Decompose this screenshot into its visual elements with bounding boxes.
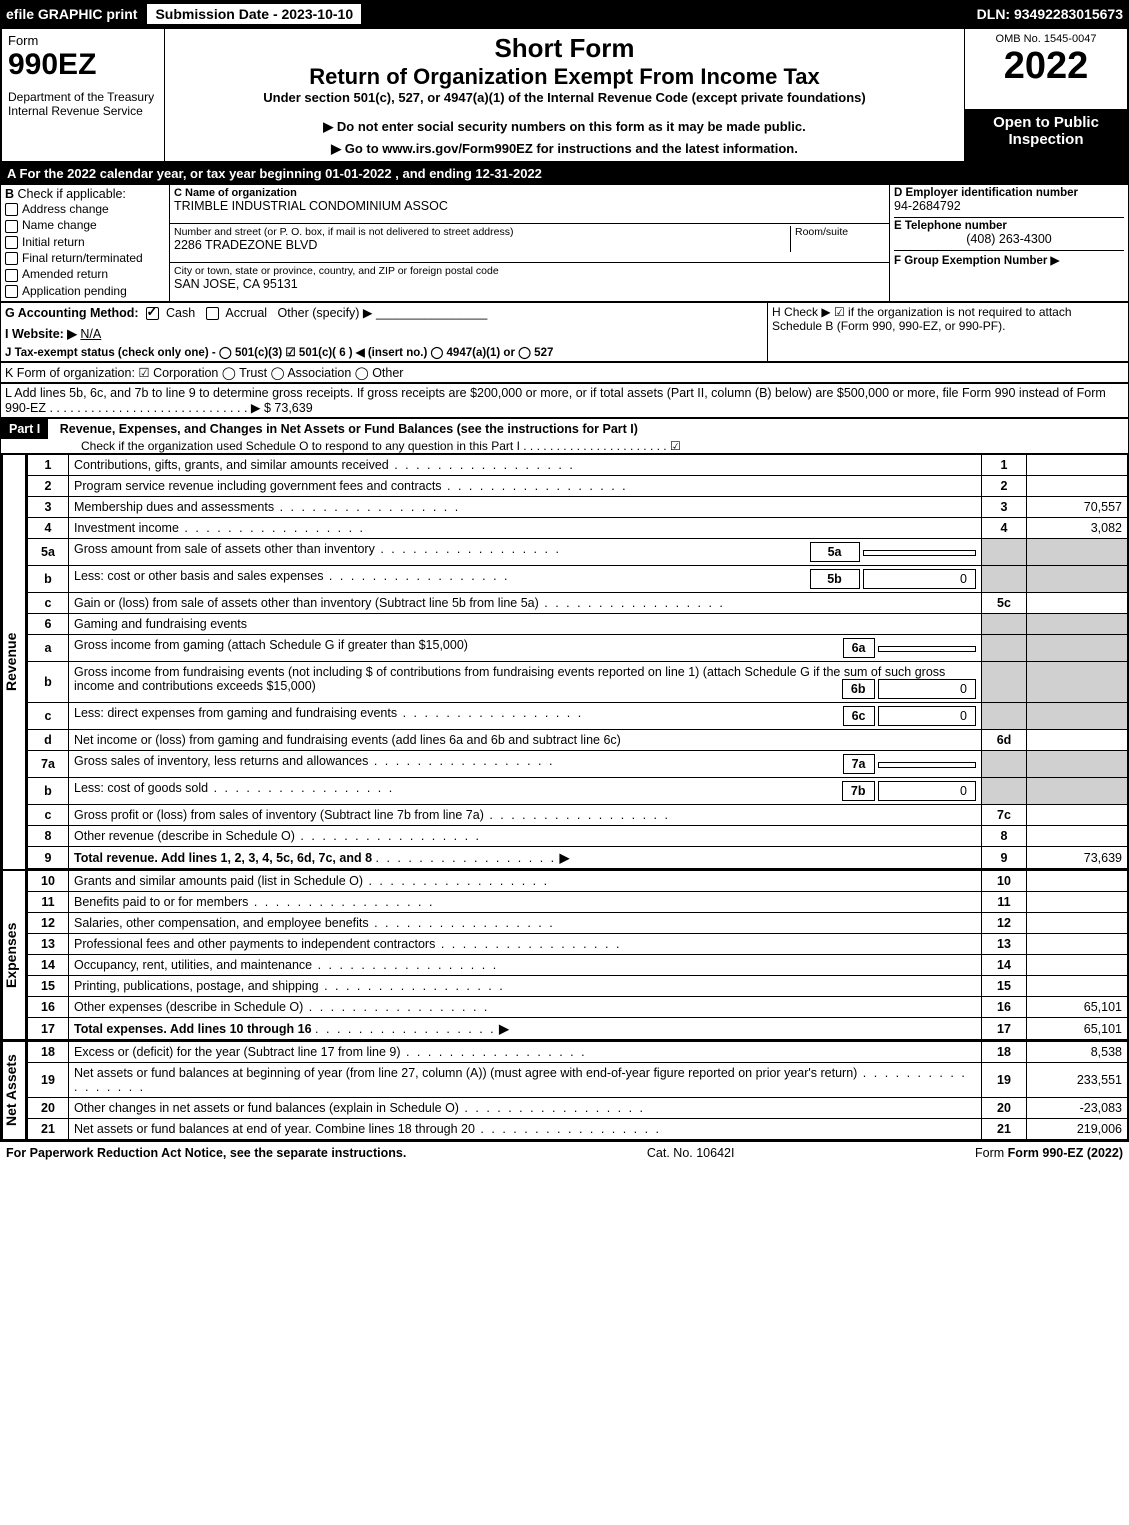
city-value: SAN JOSE, CA 95131 [174, 277, 885, 291]
line-17-value: 65,101 [1027, 1018, 1128, 1040]
form-number: 990EZ [8, 48, 158, 82]
row-a-tax-year: A For the 2022 calendar year, or tax yea… [0, 163, 1129, 184]
chk-address-change[interactable]: Address change [5, 201, 165, 217]
submission-date: Submission Date - 2023-10-10 [145, 2, 363, 26]
section-b-label: B [5, 187, 14, 201]
dept-treasury: Department of the Treasury [8, 90, 158, 104]
line-6c: Less: direct expenses from gaming and fu… [69, 703, 982, 730]
line-18: Excess or (deficit) for the year (Subtra… [69, 1042, 982, 1063]
line-1: Contributions, gifts, grants, and simila… [69, 455, 982, 476]
check-if-applicable: Check if applicable: [18, 187, 126, 201]
chk-final-return[interactable]: Final return/terminated [5, 250, 165, 266]
form-of-organization: K Form of organization: ☑ Corporation ◯ … [1, 363, 1129, 383]
tax-year: 2022 [971, 45, 1121, 88]
line-20-value: -23,083 [1027, 1098, 1128, 1119]
dln: DLN: 93492283015673 [977, 6, 1123, 22]
line-7a: Gross sales of inventory, less returns a… [69, 751, 982, 778]
part1-label: Part I [1, 419, 48, 439]
ein-label: D Employer identification number [894, 187, 1078, 199]
phone-value: (408) 263-4300 [894, 232, 1124, 246]
ssn-note: ▶ Do not enter social security numbers o… [171, 119, 958, 135]
org-name-label: C Name of organization [174, 187, 297, 199]
line-21-value: 219,006 [1027, 1119, 1128, 1140]
ein-value: 94-2684792 [894, 199, 1124, 213]
line-4-value: 3,082 [1027, 518, 1128, 539]
line-6d: Net income or (loss) from gaming and fun… [69, 730, 982, 751]
form-header: Form 990EZ Department of the Treasury In… [0, 28, 1129, 163]
chk-amended-return[interactable]: Amended return [5, 266, 165, 282]
net-assets-label: Net Assets [1, 1041, 26, 1140]
line-6a: Gross income from gaming (attach Schedul… [69, 635, 982, 662]
return-title: Return of Organization Exempt From Incom… [171, 64, 958, 90]
org-name: TRIMBLE INDUSTRIAL CONDOMINIUM ASSOC [174, 199, 885, 213]
line-16-value: 65,101 [1027, 997, 1128, 1018]
line-14: Occupancy, rent, utilities, and maintena… [69, 955, 982, 976]
footer-left: For Paperwork Reduction Act Notice, see … [6, 1146, 406, 1160]
line-18-value: 8,538 [1027, 1042, 1128, 1063]
street-label: Number and street (or P. O. box, if mail… [174, 226, 790, 238]
revenue-label: Revenue [1, 454, 26, 869]
line-13: Professional fees and other payments to … [69, 934, 982, 955]
short-form-title: Short Form [171, 33, 958, 64]
line-11: Benefits paid to or for members [69, 892, 982, 913]
line-15: Printing, publications, postage, and shi… [69, 976, 982, 997]
line-7b: Less: cost of goods sold 7b 0 [69, 778, 982, 805]
under-section: Under section 501(c), 527, or 4947(a)(1)… [171, 90, 958, 105]
website-label: I Website: ▶ [5, 327, 77, 341]
page-footer: For Paperwork Reduction Act Notice, see … [0, 1141, 1129, 1164]
line-10: Grants and similar amounts paid (list in… [69, 871, 982, 892]
expenses-label: Expenses [1, 870, 26, 1040]
footer-right: Form Form 990-EZ (2022) [975, 1146, 1123, 1160]
chk-cash[interactable] [146, 307, 159, 320]
line-3: Membership dues and assessments [69, 497, 982, 518]
line-9: Total revenue. Add lines 1, 2, 3, 4, 5c,… [69, 847, 982, 869]
group-exemption-label: F Group Exemption Number ▶ [894, 255, 1059, 267]
line-19-value: 233,551 [1027, 1063, 1128, 1098]
line-2: Program service revenue including govern… [69, 476, 982, 497]
chk-initial-return[interactable]: Initial return [5, 234, 165, 250]
chk-name-change[interactable]: Name change [5, 217, 165, 233]
row-l-gross-receipts: L Add lines 5b, 6c, and 7b to line 9 to … [1, 384, 1129, 418]
filer-info: B Check if applicable: Address change Na… [0, 184, 1129, 302]
goto-link[interactable]: ▶ Go to www.irs.gov/Form990EZ for instru… [171, 141, 958, 157]
form-label: Form [8, 33, 158, 48]
open-to-public: Open to Public Inspection [965, 109, 1129, 162]
line-4: Investment income [69, 518, 982, 539]
line-6: Gaming and fundraising events [69, 614, 982, 635]
city-label: City or town, state or province, country… [174, 265, 885, 277]
line-5b: Less: cost or other basis and sales expe… [69, 566, 982, 593]
line-12: Salaries, other compensation, and employ… [69, 913, 982, 934]
line-20: Other changes in net assets or fund bala… [69, 1098, 982, 1119]
line-16: Other expenses (describe in Schedule O) [69, 997, 982, 1018]
part1-title: Revenue, Expenses, and Changes in Net As… [60, 422, 638, 436]
room-suite-label: Room/suite [790, 226, 885, 252]
top-bar: efile GRAPHIC print Submission Date - 20… [0, 0, 1129, 28]
line-6b: Gross income from fundraising events (no… [69, 662, 982, 703]
line-8: Other revenue (describe in Schedule O) [69, 826, 982, 847]
line-3-value: 70,557 [1027, 497, 1128, 518]
efile-label: efile GRAPHIC print [6, 6, 137, 22]
website-value: N/A [80, 327, 101, 341]
line-21: Net assets or fund balances at end of ye… [69, 1119, 982, 1140]
row-h-schedule-b: H Check ▶ ☑ if the organization is not r… [768, 302, 1129, 361]
accounting-label: G Accounting Method: [5, 306, 139, 320]
line-17: Total expenses. Add lines 10 through 16 … [69, 1018, 982, 1040]
line-5c: Gain or (loss) from sale of assets other… [69, 593, 982, 614]
accounting-row: G Accounting Method: Cash Accrual Other … [0, 302, 1129, 362]
footer-cat: Cat. No. 10642I [647, 1146, 735, 1160]
chk-accrual[interactable] [206, 307, 219, 320]
part1-check-note: Check if the organization used Schedule … [1, 439, 1128, 453]
street-value: 2286 TRADEZONE BLVD [174, 238, 790, 252]
phone-label: E Telephone number [894, 220, 1007, 232]
omb-number: OMB No. 1545-0047 [971, 33, 1121, 45]
line-19: Net assets or fund balances at beginning… [69, 1063, 982, 1098]
chk-application-pending[interactable]: Application pending [5, 283, 165, 299]
line-9-value: 73,639 [1027, 847, 1128, 869]
irs-label: Internal Revenue Service [8, 104, 158, 118]
line-5a: Gross amount from sale of assets other t… [69, 539, 982, 566]
line-7c: Gross profit or (loss) from sales of inv… [69, 805, 982, 826]
tax-exempt-status: J Tax-exempt status (check only one) - ◯… [5, 347, 553, 359]
